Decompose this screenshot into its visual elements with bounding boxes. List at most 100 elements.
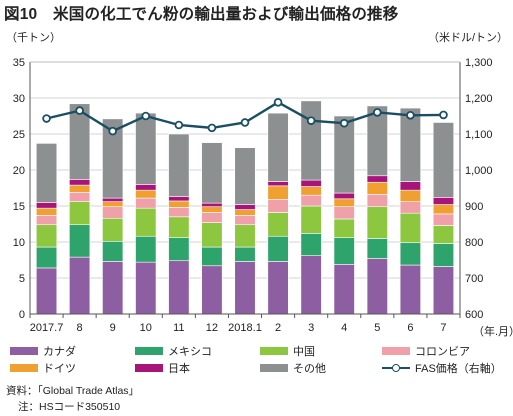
bar-segment — [234, 204, 256, 210]
bar-segment — [168, 207, 190, 218]
price-line — [42, 98, 448, 136]
bar-segment — [135, 235, 157, 263]
chart-title: 図10 米国の化工でん粉の輸出量および輸出価格の推移 — [4, 6, 399, 23]
legend-item: 日本 — [135, 360, 190, 376]
price-point — [174, 120, 184, 130]
bar-segment — [69, 192, 91, 202]
legend-swatch — [382, 363, 410, 373]
bar-segment — [399, 189, 421, 202]
legend-swatch — [260, 364, 288, 372]
bar-segment — [135, 184, 157, 191]
bar-segment — [201, 246, 223, 267]
bar-segment — [267, 185, 289, 200]
right-tick-label: 600 — [465, 309, 483, 321]
bar-segment — [234, 261, 256, 315]
bar-segment — [102, 217, 124, 242]
bar-segment — [69, 256, 91, 315]
right-tick-label: 1,100 — [465, 129, 493, 141]
bar-segment — [333, 198, 355, 208]
bar-segment — [135, 112, 157, 185]
bar-segment — [366, 105, 388, 177]
x-tick-label: 10 — [140, 322, 152, 334]
bar-segment — [300, 194, 322, 207]
legend-item: ドイツ — [10, 360, 76, 376]
bar-segment — [267, 199, 289, 213]
bar-segment — [399, 242, 421, 266]
bar-segment — [300, 179, 322, 187]
legend-swatch — [10, 347, 38, 355]
bar-segment — [366, 238, 388, 259]
axes — [29, 61, 461, 318]
bar-segment — [234, 209, 256, 216]
bar-segment — [69, 201, 91, 226]
left-tick-label: 20 — [13, 165, 25, 177]
notes: 資料：「Global Trade Atlas」 注：HSコード350510 — [6, 383, 139, 415]
bar-segment — [69, 224, 91, 258]
bar-segment — [102, 118, 124, 199]
bar-segment — [102, 206, 124, 219]
hs-code-note: 注：HSコード350510 — [18, 401, 121, 413]
bar-segment — [399, 107, 421, 182]
bar-segment — [35, 267, 58, 315]
left-tick-label: 35 — [13, 57, 25, 69]
legend-label: FAS価格（右軸） — [415, 363, 502, 375]
price-point — [306, 116, 316, 125]
legend-item: コロンビア — [382, 343, 470, 359]
right-tick-label: 1,300 — [465, 57, 493, 69]
bar-segment — [267, 235, 289, 262]
bar-segment — [135, 207, 157, 237]
price-point — [240, 118, 250, 127]
bar-segment — [234, 224, 256, 248]
x-tick-label: 5 — [374, 322, 380, 334]
bar-segment — [432, 197, 455, 205]
bar-segment — [201, 206, 223, 213]
price-point — [141, 111, 151, 121]
legend-label: コロンビア — [415, 346, 470, 358]
left-tick-label: 5 — [19, 273, 25, 285]
left-tick-label: 30 — [13, 93, 25, 105]
bar-segment — [234, 246, 256, 262]
price-point — [339, 118, 349, 128]
x-tick-label: 8 — [77, 322, 83, 334]
bar-segment — [201, 142, 223, 204]
bar-segment — [168, 237, 190, 262]
bar-segment — [300, 186, 322, 196]
legend-item: 中国 — [260, 343, 315, 359]
bar-segment — [35, 202, 58, 209]
bar-segment — [267, 181, 289, 187]
price-point — [108, 126, 117, 136]
bar-segment — [432, 204, 455, 215]
bar-segment — [201, 222, 223, 248]
bar-segment — [102, 197, 124, 202]
bar-segment — [135, 261, 157, 315]
bar-segment — [201, 212, 223, 223]
bar-segment — [399, 201, 421, 214]
right-tick-label: 1,200 — [465, 93, 493, 105]
legend-item: カナダ — [10, 343, 76, 359]
x-tick-label: 4 — [341, 322, 347, 334]
bar-segment — [168, 200, 190, 208]
legend-label: 中国 — [293, 346, 315, 358]
bar-segment — [399, 181, 421, 191]
bar-segment — [300, 255, 322, 315]
bar-segment — [366, 181, 388, 195]
legend-label: ドイツ — [43, 363, 76, 375]
bar-segment — [267, 261, 289, 315]
legend-swatch — [382, 347, 410, 355]
bar-segment — [35, 224, 58, 248]
legend-swatch — [260, 347, 288, 355]
x-tick-label: 2 — [275, 322, 281, 334]
bar-segment — [333, 192, 355, 200]
legend-item: FAS価格（右軸） — [382, 360, 502, 376]
source-note: 資料：「Global Trade Atlas」 — [6, 385, 140, 397]
bar-segment — [201, 265, 223, 315]
bar-segment — [102, 261, 124, 315]
x-tick-label: 2018.1 — [228, 322, 262, 334]
legend-swatch — [10, 364, 38, 372]
left-tick-label: 10 — [13, 237, 25, 249]
bar-segment — [432, 225, 455, 244]
x-tick-label: 2017.7 — [30, 322, 64, 334]
bar-segment — [35, 215, 58, 226]
